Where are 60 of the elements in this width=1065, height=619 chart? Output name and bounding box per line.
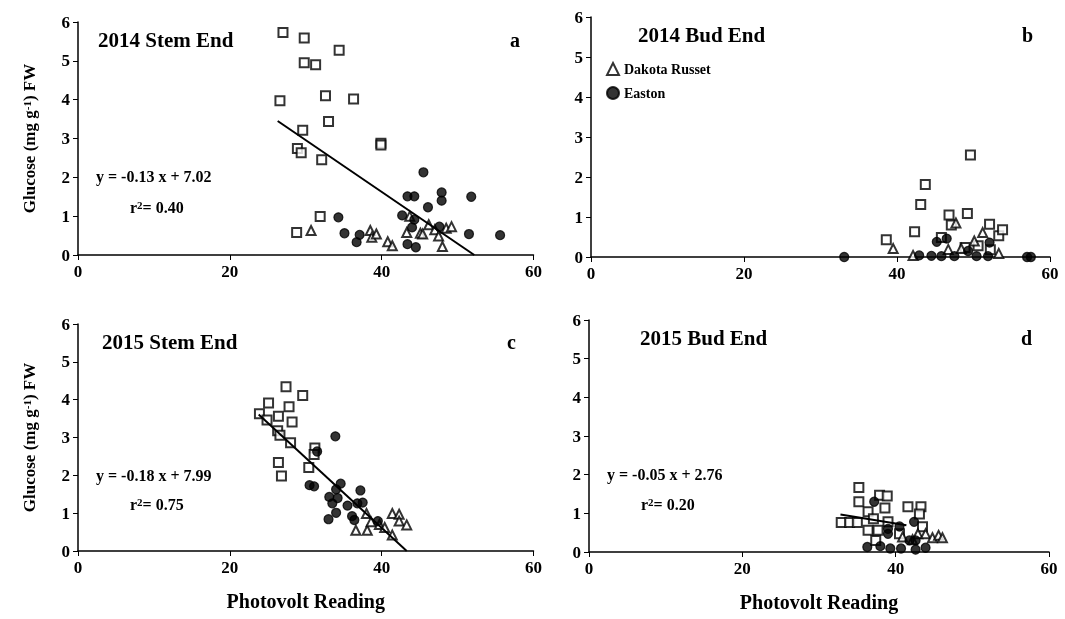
- y-tick-label: 6: [61, 314, 70, 334]
- y-tick-label: 2: [572, 465, 581, 485]
- y-tick-label: 0: [61, 541, 70, 561]
- annotation: y = -0.13 x + 7.02: [96, 168, 212, 187]
- y-tick-label: 6: [574, 7, 583, 27]
- chart-title: 2015 Stem End: [102, 329, 238, 354]
- y-tick-label: 2: [61, 465, 70, 485]
- x-tick-label: 0: [586, 264, 596, 283]
- x-tick-label: 40: [887, 559, 905, 578]
- annotation: a: [510, 29, 520, 51]
- x-tick-label: 40: [888, 264, 906, 283]
- x-axis-title: Photovolt Reading: [226, 590, 385, 613]
- legend-label: Dakota Russet: [624, 61, 712, 77]
- annotation: b: [1022, 24, 1034, 46]
- y-axis-title: Glucose (mg g-1) FW: [20, 362, 39, 513]
- annotation: d: [1021, 327, 1033, 349]
- x-tick-label: 20: [733, 559, 751, 578]
- y-tick-label: 1: [61, 206, 70, 226]
- x-tick-label: 60: [1040, 559, 1058, 578]
- y-tick-label: 3: [572, 426, 581, 446]
- legend-label: Easton: [624, 85, 666, 101]
- annotation: c: [507, 331, 516, 353]
- y-tick-label: 4: [572, 387, 582, 407]
- y-tick-label: 4: [61, 390, 71, 410]
- y-axis-title: Glucose (mg g-1) FW: [20, 63, 39, 214]
- x-tick-label: 40: [373, 558, 391, 577]
- y-tick-label: 1: [61, 503, 70, 523]
- y-tick-label: 2: [574, 167, 583, 187]
- y-tick-label: 3: [61, 129, 70, 148]
- y-tick-label: 5: [572, 349, 581, 369]
- y-tick-label: 2: [61, 167, 70, 187]
- y-tick-label: 1: [574, 207, 583, 227]
- x-tick-label: 60: [525, 262, 542, 281]
- x-tick-label: 40: [373, 262, 391, 281]
- y-tick-label: 5: [61, 352, 70, 372]
- y-tick-label: 5: [574, 47, 583, 67]
- y-tick-label: 1: [572, 503, 581, 523]
- y-tick-label: 0: [574, 247, 583, 267]
- x-tick-label: 60: [1041, 264, 1059, 283]
- chart-title: 2014 Bud End: [638, 22, 766, 47]
- y-tick-label: 4: [574, 87, 584, 107]
- y-tick-label: 4: [61, 90, 71, 110]
- x-tick-label: 20: [221, 558, 239, 577]
- y-tick-label: 0: [61, 245, 70, 265]
- x-tick-label: 0: [73, 262, 83, 281]
- x-tick-label: 0: [73, 558, 83, 577]
- x-axis-title: Photovolt Reading: [739, 591, 899, 614]
- y-tick-label: 0: [572, 542, 581, 562]
- y-tick-label: 6: [572, 310, 581, 330]
- annotation: y = -0.18 x + 7.99: [96, 466, 212, 485]
- x-tick-label: 20: [221, 262, 239, 281]
- annotation: y = -0.05 x + 2.76: [607, 465, 723, 484]
- y-tick-label: 6: [61, 12, 70, 32]
- y-tick-label: 5: [61, 51, 70, 71]
- x-tick-label: 60: [525, 558, 542, 577]
- chart-title: 2015 Bud End: [640, 325, 768, 350]
- y-tick-label: 3: [574, 127, 583, 147]
- y-tick-label: 3: [61, 428, 70, 447]
- chart-title: 2014 Stem End: [98, 27, 234, 52]
- x-tick-label: 20: [735, 264, 753, 283]
